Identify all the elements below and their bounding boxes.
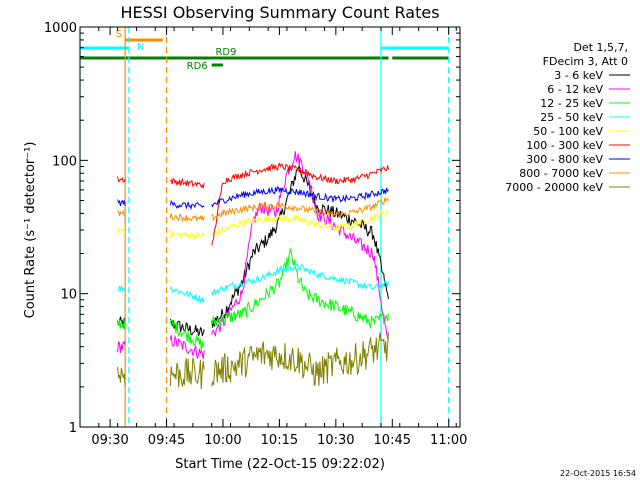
x-tick-label-6: 11:00	[430, 433, 467, 448]
timestamp: 22-Oct-2015 16:54	[560, 469, 636, 478]
legend-header-0: Det 1,5,7,	[573, 41, 628, 54]
x-tick-label-3: 10:15	[261, 433, 298, 448]
x-tick-label-5: 10:45	[374, 433, 411, 448]
flag-label-5: RD6	[187, 61, 208, 72]
flag-label-0: S	[116, 29, 122, 40]
ticks-layer: 09:30 09:45 10:00 10:15 10:30 10:45 11:00 1 10 10…	[44, 21, 468, 448]
series-line-3	[117, 262, 389, 304]
legend-label-6: 300 - 800 keV	[526, 153, 603, 166]
series-line-7	[117, 197, 389, 223]
plot-frame	[79, 26, 461, 428]
legend-label-7: 800 - 7000 keV	[519, 167, 603, 180]
flag-label-1: N	[137, 42, 144, 53]
flags-layer: S N RD9 RD6	[80, 29, 449, 72]
legend-label-8: 7000 - 20000 keV	[505, 181, 603, 194]
chart-title: HESSI Observing Summary Count Rates	[120, 3, 439, 22]
y-tick-label-0: 1	[69, 421, 77, 436]
y-tick-label-3: 1000	[44, 21, 77, 36]
y-tick-label-1: 10	[60, 288, 77, 303]
legend-label-1: 6 - 12 keV	[547, 83, 603, 96]
legend-label-3: 25 - 50 keV	[540, 111, 603, 124]
x-tick-label-4: 10:30	[317, 433, 354, 448]
series-line-5	[117, 162, 389, 246]
y-axis-label: Count Rate (s⁻¹ detector⁻¹)	[23, 142, 38, 319]
legend-header-1: FDecim 3, Att 0	[543, 55, 628, 68]
x-tick-label-1: 09:45	[148, 433, 185, 448]
series-line-1	[117, 151, 389, 360]
legend-label-0: 3 - 6 keV	[554, 69, 603, 82]
series-line-2	[117, 248, 389, 351]
y-tick-label-2: 100	[52, 154, 77, 169]
vlines-layer	[80, 27, 450, 427]
legend-label-5: 100 - 300 keV	[526, 139, 603, 152]
x-tick-label-2: 10:00	[204, 433, 241, 448]
x-axis-label: Start Time (22-Oct-15 09:22:02)	[175, 457, 385, 472]
legend-label-4: 50 - 100 keV	[533, 125, 603, 138]
legend-label-2: 12 - 25 keV	[540, 97, 603, 110]
series-line-6	[117, 186, 389, 211]
series-layer	[117, 151, 389, 390]
series-line-8	[117, 332, 389, 390]
series-line-4	[117, 209, 389, 241]
x-tick-label-0: 09:30	[91, 433, 128, 448]
flag-label-3: RD9	[215, 47, 236, 58]
